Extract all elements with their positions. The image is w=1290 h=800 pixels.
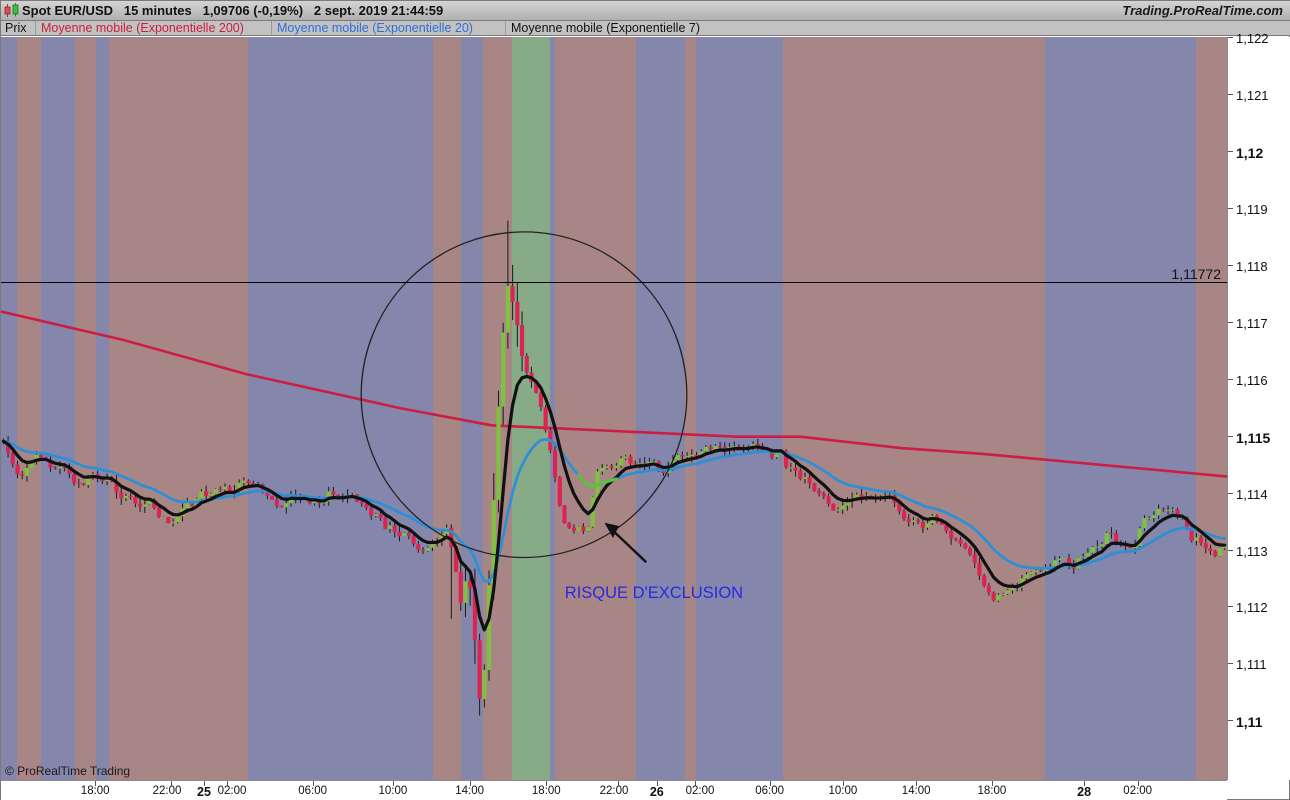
svg-text:RISQUE D'EXCLUSION: RISQUE D'EXCLUSION (565, 584, 743, 602)
